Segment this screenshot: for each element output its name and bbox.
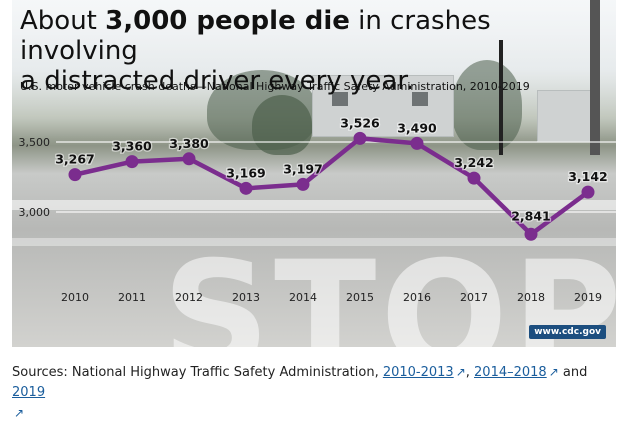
infographic: STOP About 3,000 people die in crashes i… — [12, 0, 616, 347]
data-point — [467, 171, 481, 185]
background-window — [412, 92, 428, 106]
x-tick-label: 2015 — [346, 291, 374, 304]
x-tick-label: 2014 — [289, 291, 317, 304]
background-tree — [252, 95, 312, 155]
line-chart: 3,000 3,500 3,267 3,360 3,380 3,169 3,197 3,526… — [19, 114, 616, 304]
data-point — [581, 185, 595, 199]
crosswalk-stripe — [12, 200, 616, 210]
data-label: 3,197 — [283, 161, 323, 176]
data-point — [410, 136, 424, 150]
external-link-icon: ↗ — [548, 365, 559, 379]
y-tick-label: 3,500 — [19, 136, 51, 149]
data-label: 3,169 — [226, 165, 266, 180]
data-point — [182, 152, 196, 166]
x-tick-label: 2010 — [61, 291, 89, 304]
crosswalk-stripe — [12, 238, 616, 246]
data-point — [68, 168, 82, 182]
data-label: 3,490 — [397, 120, 437, 135]
y-tick-label: 3,000 — [19, 206, 51, 219]
cdc-watermark: www.cdc.gov — [529, 325, 606, 339]
external-link-icon: ↗ — [455, 365, 466, 379]
source-link-2014-2018[interactable]: 2014–2018 — [474, 365, 547, 380]
data-label: 3,242 — [454, 155, 494, 170]
lamp-post — [590, 0, 600, 155]
data-label: 3,267 — [55, 152, 95, 167]
series-line — [74, 136, 590, 237]
data-point — [125, 155, 139, 169]
data-label: 3,142 — [568, 169, 608, 184]
source-link-2019[interactable]: 2019 — [12, 385, 46, 400]
background-window — [332, 92, 348, 106]
background-tree — [452, 60, 522, 150]
x-tick-label: 2017 — [460, 291, 488, 304]
data-label: 3,380 — [169, 136, 209, 151]
x-tick-label: 2019 — [574, 291, 602, 304]
data-label: 3,360 — [112, 139, 152, 154]
background-house — [312, 75, 454, 137]
data-point — [353, 131, 367, 145]
x-tick-label: 2013 — [232, 291, 260, 304]
data-label: 2,841 — [511, 208, 551, 223]
external-link-icon: ↗ — [14, 406, 25, 420]
x-tick-label: 2016 — [403, 291, 431, 304]
x-tick-label: 2011 — [118, 291, 146, 304]
x-tick-label: 2018 — [517, 291, 545, 304]
chart-subtitle: U.S. motor vehicle crash deaths—National… — [20, 80, 530, 93]
lamp-post — [499, 40, 503, 155]
x-tick-label: 2012 — [175, 291, 203, 304]
chart-title: About 3,000 people die in crashes involv… — [20, 6, 491, 96]
source-link-2010-2013[interactable]: 2010-2013 — [382, 365, 454, 380]
data-label: 3,526 — [340, 115, 380, 130]
data-point — [296, 177, 310, 191]
data-point — [239, 181, 253, 195]
data-point — [524, 227, 538, 241]
sources-note: Sources: National Highway Traffic Safety… — [12, 362, 616, 424]
